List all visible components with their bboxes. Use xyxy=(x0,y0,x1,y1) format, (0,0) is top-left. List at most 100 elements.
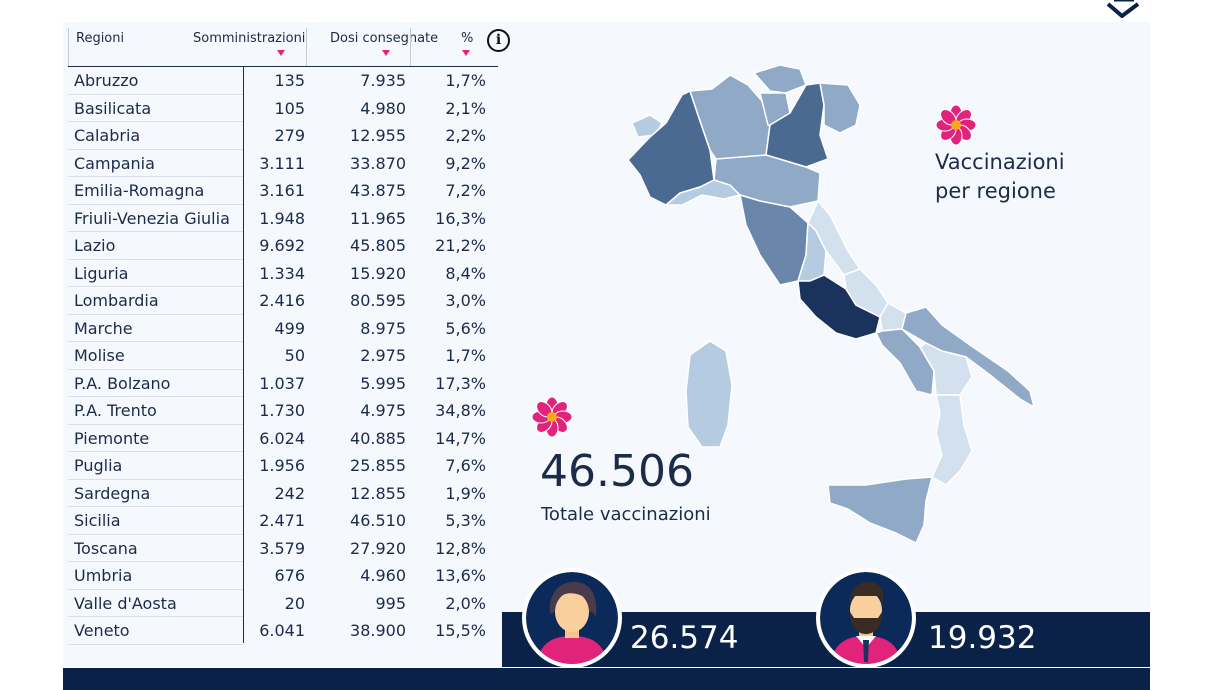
map-region-calabria[interactable] xyxy=(931,394,973,486)
region-cell: Puglia xyxy=(74,456,123,475)
table-row[interactable]: P.A. Bolzano 1.037 5.995 17,3% xyxy=(68,370,498,398)
administrations-cell: 1.948 xyxy=(259,208,305,228)
map-region-sardegna[interactable] xyxy=(685,340,733,448)
flower-icon xyxy=(935,104,977,146)
table-row[interactable]: Calabria 279 12.955 2,2% xyxy=(68,122,498,150)
table-row[interactable]: Marche 499 8.975 5,6% xyxy=(68,315,498,343)
table-row[interactable]: Lombardia 2.416 80.595 3,0% xyxy=(68,287,498,315)
male-vaccinations-value: 19.932 xyxy=(928,620,1037,656)
delivered-cell: 27.920 xyxy=(350,538,406,558)
delivered-cell: 12.855 xyxy=(350,483,406,503)
delivered-cell: 995 xyxy=(375,593,406,613)
delivered-cell: 25.855 xyxy=(350,456,406,475)
percent-cell: 15,5% xyxy=(435,621,486,640)
percent-cell: 16,3% xyxy=(435,208,486,228)
region-cell: P.A. Trento xyxy=(74,401,157,420)
administrations-cell: 279 xyxy=(274,126,305,145)
administrations-cell: 9.692 xyxy=(259,236,305,255)
map-region-piemonte[interactable] xyxy=(627,89,715,206)
table-row[interactable]: P.A. Trento 1.730 4.975 34,8% xyxy=(68,397,498,425)
delivered-cell: 15.920 xyxy=(350,263,406,283)
table-row[interactable]: Veneto 6.041 38.900 15,5% xyxy=(68,617,498,645)
administrations-cell: 499 xyxy=(274,318,305,338)
map-region-campania[interactable] xyxy=(874,328,935,396)
sort-arrow-icon[interactable] xyxy=(462,50,470,56)
delivered-cell: 38.900 xyxy=(350,621,406,640)
table-row[interactable]: Sardegna 242 12.855 1,9% xyxy=(68,480,498,508)
logo-mark-icon[interactable] xyxy=(1104,0,1144,18)
table-row[interactable]: Sicilia 2.471 46.510 5,3% xyxy=(68,507,498,535)
map-region-bolzano[interactable] xyxy=(752,64,807,94)
delivered-cell: 12.955 xyxy=(350,126,406,145)
table-row[interactable]: Toscana 3.579 27.920 12,8% xyxy=(68,535,498,563)
map-title-line2: per regione xyxy=(935,179,1056,203)
percent-cell: 8,4% xyxy=(445,263,486,283)
percent-cell: 2,1% xyxy=(445,98,486,118)
delivered-cell: 33.870 xyxy=(350,153,406,173)
region-cell: Toscana xyxy=(74,538,138,558)
map-region-friuli[interactable] xyxy=(819,82,861,134)
percent-cell: 21,2% xyxy=(435,236,486,255)
table-row[interactable]: Basilicata 105 4.980 2,1% xyxy=(68,95,498,123)
region-cell: Liguria xyxy=(74,263,129,283)
table-row[interactable]: Liguria 1.334 15.920 8,4% xyxy=(68,260,498,288)
delivered-cell: 4.975 xyxy=(360,401,406,420)
region-cell: Lombardia xyxy=(74,291,159,310)
region-cell: Calabria xyxy=(74,126,141,145)
table-row[interactable]: Valle d'Aosta 20 995 2,0% xyxy=(68,590,498,618)
header-divider xyxy=(306,28,307,66)
header-region[interactable]: Regioni xyxy=(76,31,125,46)
region-cell: Veneto xyxy=(74,621,130,640)
table-row[interactable]: Piemonte 6.024 40.885 14,7% xyxy=(68,425,498,453)
table-row[interactable]: Campania 3.111 33.870 9,2% xyxy=(68,150,498,178)
delivered-cell: 80.595 xyxy=(350,291,406,310)
administrations-cell: 135 xyxy=(274,71,305,90)
percent-cell: 5,6% xyxy=(445,318,486,338)
female-avatar-icon xyxy=(522,568,622,668)
percent-cell: 7,6% xyxy=(445,456,486,475)
percent-cell: 34,8% xyxy=(435,401,486,420)
region-cell: Valle d'Aosta xyxy=(74,593,177,613)
header-divider xyxy=(68,28,69,66)
table-row[interactable]: Umbria 676 4.960 13,6% xyxy=(68,562,498,590)
map-region-lazio[interactable] xyxy=(797,274,881,340)
table-row[interactable]: Emilia-Romagna 3.161 43.875 7,2% xyxy=(68,177,498,205)
delivered-cell: 7.935 xyxy=(360,71,406,90)
info-icon[interactable]: i xyxy=(487,29,510,52)
delivered-cell: 8.975 xyxy=(360,318,406,338)
region-cell: Marche xyxy=(74,318,133,338)
percent-cell: 9,2% xyxy=(445,153,486,173)
administrations-cell: 50 xyxy=(284,346,305,365)
total-vaccinations-value: 46.506 xyxy=(540,446,694,497)
table-row[interactable]: Puglia 1.956 25.855 7,6% xyxy=(68,452,498,480)
region-cell: Umbria xyxy=(74,566,133,585)
map-region-sicilia[interactable] xyxy=(827,476,933,545)
percent-cell: 14,7% xyxy=(435,428,486,448)
administrations-cell: 20 xyxy=(284,593,305,613)
region-cell: Basilicata xyxy=(74,98,152,118)
delivered-cell: 5.995 xyxy=(360,373,406,393)
table-body: Abruzzo 135 7.935 1,7% Basilicata 105 4.980 2,1… xyxy=(68,67,498,645)
percent-cell: 13,6% xyxy=(435,566,486,585)
sort-arrow-icon[interactable] xyxy=(277,50,285,56)
administrations-cell: 3.111 xyxy=(259,153,305,173)
header-administrations[interactable]: Somministrazioni xyxy=(193,31,306,46)
delivered-cell: 11.965 xyxy=(350,208,406,228)
percent-cell: 12,8% xyxy=(435,538,486,558)
header-delivered[interactable]: Dosi consegnate xyxy=(330,31,439,46)
percent-cell: 5,3% xyxy=(445,511,486,530)
percent-cell: 3,0% xyxy=(445,291,486,310)
administrations-cell: 3.579 xyxy=(259,538,305,558)
percent-cell: 1,9% xyxy=(445,483,486,503)
delivered-cell: 46.510 xyxy=(350,511,406,530)
sort-arrow-icon[interactable] xyxy=(382,50,390,56)
administrations-cell: 1.037 xyxy=(259,373,305,393)
table-row[interactable]: Abruzzo 135 7.935 1,7% xyxy=(68,67,498,95)
table-row[interactable]: Molise 50 2.975 1,7% xyxy=(68,342,498,370)
table-row[interactable]: Lazio 9.692 45.805 21,2% xyxy=(68,232,498,260)
administrations-cell: 6.041 xyxy=(259,621,305,640)
delivered-cell: 4.980 xyxy=(360,98,406,118)
header-percent[interactable]: % xyxy=(461,31,474,46)
table-row[interactable]: Friuli-Venezia Giulia 1.948 11.965 16,3% xyxy=(68,205,498,233)
map-region-toscana[interactable] xyxy=(739,193,809,286)
